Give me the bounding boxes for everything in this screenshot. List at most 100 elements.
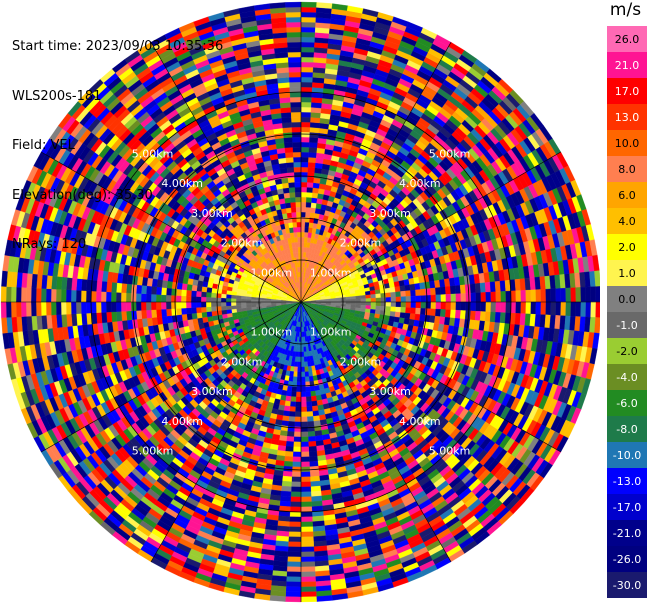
velocity-gate (345, 299, 352, 303)
velocity-gate (404, 284, 411, 292)
velocity-gate (474, 283, 481, 293)
velocity-gate (590, 301, 597, 318)
velocity-gate (289, 516, 302, 523)
velocity-gate (306, 196, 313, 203)
velocity-gate (350, 301, 357, 306)
velocity-gate (300, 46, 315, 53)
velocity-gate (450, 301, 457, 311)
velocity-gate (300, 446, 310, 453)
velocity-gate (305, 396, 312, 403)
velocity-gate (440, 294, 447, 303)
velocity-gate (292, 451, 302, 458)
velocity-gate (300, 551, 315, 558)
velocity-gate (281, 480, 292, 487)
velocity-gate (440, 286, 446, 295)
velocity-gate (288, 411, 296, 417)
velocity-gate (300, 396, 307, 403)
velocity-gate (304, 231, 309, 238)
velocity-gate (399, 312, 406, 319)
velocity-gate (296, 371, 302, 378)
velocity-gate (300, 141, 310, 148)
velocity-gate (307, 167, 316, 173)
velocity-gate (300, 591, 317, 598)
velocity-gate (291, 481, 302, 488)
velocity-gate (311, 102, 323, 109)
velocity-gate (469, 283, 476, 294)
velocity-gate (307, 177, 315, 183)
velocity-gate (285, 395, 292, 402)
velocity-gate (310, 107, 322, 114)
velocity-gate (575, 287, 582, 303)
velocity-gate (385, 306, 392, 312)
velocity-gate (279, 495, 291, 502)
velocity-gate (300, 431, 309, 438)
velocity-gate (300, 356, 305, 363)
velocity-gate (389, 286, 396, 293)
velocity-gate (293, 436, 302, 443)
velocity-gate (500, 291, 507, 303)
velocity-gate (300, 196, 307, 203)
velocity-gate (304, 226, 309, 233)
velocity-gate (545, 301, 552, 316)
velocity-gate (495, 291, 502, 303)
velocity-gate (311, 197, 318, 204)
velocity-gate (400, 301, 407, 308)
velocity-gate (300, 441, 309, 448)
velocity-gate (285, 446, 294, 452)
velocity-gate (469, 310, 476, 321)
velocity-gate (306, 192, 313, 198)
velocity-gate (312, 182, 320, 189)
velocity-gate (400, 290, 407, 297)
velocity-gate (300, 386, 306, 393)
velocity-gate (365, 298, 372, 303)
velocity-gate (307, 421, 315, 427)
velocity-gate (300, 456, 310, 463)
velocity-gate (307, 431, 316, 437)
velocity-gate (400, 296, 407, 303)
velocity-gate (309, 137, 319, 144)
velocity-gate (289, 406, 296, 412)
velocity-gate (410, 301, 417, 309)
velocity-gate (420, 301, 427, 309)
velocity-gate (300, 536, 314, 543)
velocity-gate (540, 301, 547, 315)
velocity-gate (290, 396, 297, 403)
velocity-gate (288, 541, 302, 548)
velocity-gate (286, 436, 295, 442)
velocity-gate (300, 26, 316, 33)
velocity-gate (310, 112, 322, 119)
velocity-gate (269, 595, 286, 602)
velocity-gate (460, 293, 467, 303)
velocity-gate (525, 301, 532, 315)
velocity-gate (409, 283, 416, 291)
velocity-gate (355, 298, 362, 303)
velocity-gate (293, 431, 302, 438)
velocity-gate (419, 282, 426, 290)
velocity-gate (535, 289, 542, 303)
velocity-gate (293, 366, 298, 373)
velocity-gate (355, 301, 362, 306)
velocity-gate (303, 356, 308, 363)
velocity-gate (489, 281, 496, 293)
velocity-gate (300, 521, 313, 528)
velocity-gate (305, 201, 312, 208)
velocity-gate (419, 314, 426, 322)
velocity-gate (390, 296, 397, 303)
velocity-gate (300, 66, 314, 73)
velocity-gate (308, 147, 318, 153)
velocity-gate (311, 405, 319, 412)
velocity-gate (440, 301, 447, 310)
velocity-gate (316, 595, 333, 602)
velocity-gate (313, 420, 321, 427)
velocity-gate (489, 311, 496, 323)
velocity-gate (307, 162, 316, 168)
velocity-gate (395, 306, 402, 313)
velocity-gate (300, 531, 314, 538)
velocity-gate (287, 421, 295, 427)
velocity-gate (484, 281, 491, 293)
velocity-gate (410, 307, 416, 315)
velocity-gate (300, 231, 305, 238)
velocity-gate (304, 221, 310, 228)
velocity-gate (300, 486, 312, 493)
velocity-gate (395, 291, 402, 298)
